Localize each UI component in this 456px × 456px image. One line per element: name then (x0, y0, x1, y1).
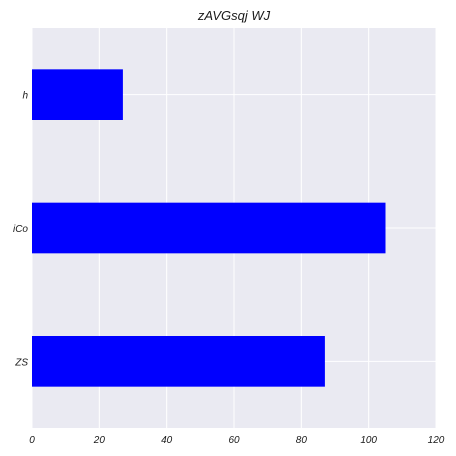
x-tick-label: 20 (93, 435, 106, 446)
y-tick-labels: ZS iCo h (13, 91, 28, 369)
bar-ico (32, 202, 386, 254)
x-tick-label: 0 (29, 435, 35, 446)
x-tick-label: 120 (428, 435, 445, 446)
x-tick-labels: 0 20 40 60 80 100 120 (29, 435, 445, 446)
chart-title: zAVGsqj WJ (197, 8, 271, 23)
y-tick-label: iCo (13, 224, 28, 235)
x-tick-label: 80 (296, 435, 308, 446)
y-tick-label: h (22, 91, 28, 102)
y-tick-label: ZS (14, 357, 28, 368)
bar-h (32, 69, 123, 120)
x-tick-label: 40 (161, 435, 173, 446)
bars (32, 69, 386, 387)
bar-zs (32, 336, 325, 387)
x-tick-label: 60 (228, 435, 240, 446)
x-tick-label: 100 (360, 435, 377, 446)
